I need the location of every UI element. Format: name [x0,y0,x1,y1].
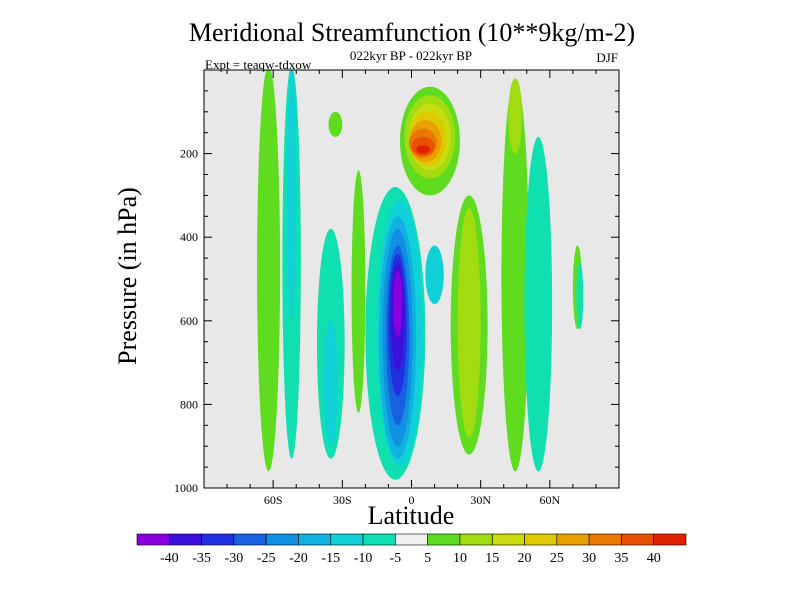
hadley-s-core [393,270,403,338]
colorbar-label: -20 [289,551,308,566]
band-s-mid-green [328,111,343,137]
x-tick-label: 0 [409,493,415,507]
colorbar-label: -15 [321,551,340,566]
y-tick-label: 400 [180,230,198,244]
colorbar-swatch [265,533,299,546]
colorbar-label: -35 [192,551,211,566]
colorbar-swatch [395,533,428,546]
band-n-high-cyan [576,262,584,330]
x-axis-title: Latitude [368,501,455,530]
colorbar-label: 5 [424,551,431,566]
colorbar-swatch [136,533,170,546]
colorbar-swatch [588,533,622,546]
colorbar-swatch [653,533,687,546]
chart-subtitle: 022kyr BP - 022kyr BP [350,48,472,63]
colorbar-swatch [524,533,558,546]
band-s-small-green [351,170,366,413]
band-n-subtropical-lime [457,207,481,438]
colorbar-swatch [556,533,590,546]
x-tick-label: 60N [539,493,560,507]
colorbar-label: 20 [518,551,532,566]
colorbar-label: 25 [550,551,564,566]
x-tick-label: 30S [333,493,352,507]
band-s-ferrel-cyan-deep [323,320,338,447]
y-tick-label: 1000 [174,481,198,495]
y-axis-title: Pressure (in hPa) [113,187,142,365]
n-cell-core [416,145,430,154]
band-n-midlat-green [501,78,530,472]
season-label: DJF [596,50,618,65]
colorbar-label: 15 [485,551,499,566]
colorbar-swatch [233,533,267,546]
x-tick-label: 60S [264,493,283,507]
band-s-cyan-deep [287,70,297,321]
colorbar: -40 -35 -30 -25 -20 -15 -10 -5 5 10 15 20 25 30 35 40 [136,533,687,566]
colorbar-label: -10 [354,551,373,566]
colorbar-label: -40 [160,551,179,566]
colorbar-label: 10 [453,551,467,566]
colorbar-swatch [427,533,461,546]
colorbar-swatch [330,533,364,546]
colorbar-swatch [201,533,235,546]
colorbar-label: -5 [390,551,402,566]
band-n-midlat-lime [508,78,523,154]
colorbar-label: 35 [614,551,628,566]
colorbar-label: 40 [647,551,661,566]
colorbar-swatch [491,533,525,546]
colorbar-swatch [298,533,332,546]
y-tick-label: 800 [180,397,198,411]
y-tick-label: 600 [180,314,198,328]
band-n-ferrel-cyan [524,136,553,472]
x-tick-label: 30N [470,493,491,507]
colorbar-label: 30 [582,551,596,566]
y-tick-label: 200 [180,147,198,161]
axes: 60S 30S 0 30N 60N 200 400 600 800 1000 [174,70,620,507]
hadley-s-right-cyan [425,245,444,305]
colorbar-swatch [621,533,655,546]
band-s-outer-green [257,70,281,472]
colorbar-swatch [362,533,396,546]
experiment-label: Expt = teaqw-tdxow [205,57,312,72]
colorbar-swatch [459,533,493,546]
contour-field [204,70,619,488]
colorbar-swatch [168,533,202,546]
colorbar-label: -25 [257,551,276,566]
chart-title: Meridional Streamfunction (10**9kg/m-2) [189,18,635,47]
colorbar-label: -30 [225,551,244,566]
